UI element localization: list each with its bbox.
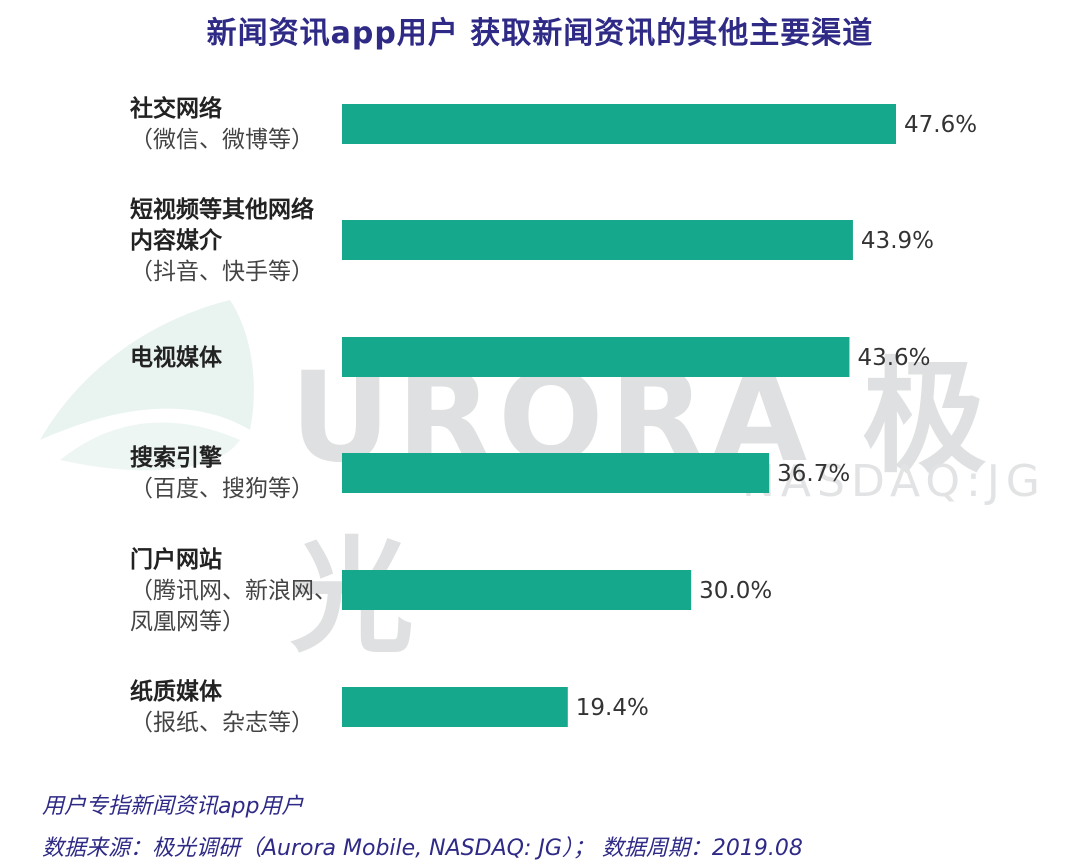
category-label: 社交网络 （微信、微博等） (130, 94, 314, 156)
category-label: 门户网站 （腾讯网、新浪网、 凤凰网等） (130, 545, 337, 638)
data-label: 43.9% (861, 228, 934, 254)
category-label: 纸质媒体 （报纸、杂志等） (130, 677, 314, 739)
data-label: 30.0% (699, 578, 772, 604)
category-name: 电视媒体 (130, 344, 222, 371)
data-label: 19.4% (576, 695, 649, 721)
category-name: 搜索引擎 (130, 445, 222, 471)
category-name: 门户网站 (130, 546, 222, 573)
data-label: 36.7% (777, 461, 850, 487)
bar (342, 337, 850, 377)
category-name: 社交网络 (130, 96, 222, 122)
bar (342, 453, 770, 493)
bar (342, 104, 896, 144)
category-examples: （微信、微博等） (130, 127, 314, 153)
category-examples: （腾讯网、新浪网、 (130, 577, 337, 604)
bar (342, 687, 568, 727)
category-label: 电视媒体 (130, 343, 222, 374)
category-examples: （抖音、快手等） (130, 258, 314, 285)
category-label: 短视频等其他网络 内容媒介 （抖音、快手等） (130, 195, 314, 288)
category-examples: （报纸、杂志等） (130, 710, 314, 736)
category-name: 短视频等其他网络 (130, 196, 314, 223)
footer-note: 用户专指新闻资讯app用户 (42, 794, 304, 819)
chart-title: 新闻资讯app用户 获取新闻资讯的其他主要渠道 (206, 16, 874, 51)
category-examples: （百度、搜狗等） (130, 476, 314, 502)
data-label: 47.6% (904, 112, 977, 138)
category-name: 内容媒介 (130, 227, 222, 254)
bar (342, 220, 853, 260)
bar (342, 570, 692, 610)
data-label: 43.6% (857, 345, 930, 371)
category-label: 搜索引擎 （百度、搜狗等） (130, 443, 314, 505)
category-examples: 凤凰网等） (130, 608, 245, 635)
category-name: 纸质媒体 (130, 679, 222, 705)
footer-source: 数据来源：极光调研（Aurora Mobile, NASDAQ: JG）； 数据… (42, 836, 803, 861)
